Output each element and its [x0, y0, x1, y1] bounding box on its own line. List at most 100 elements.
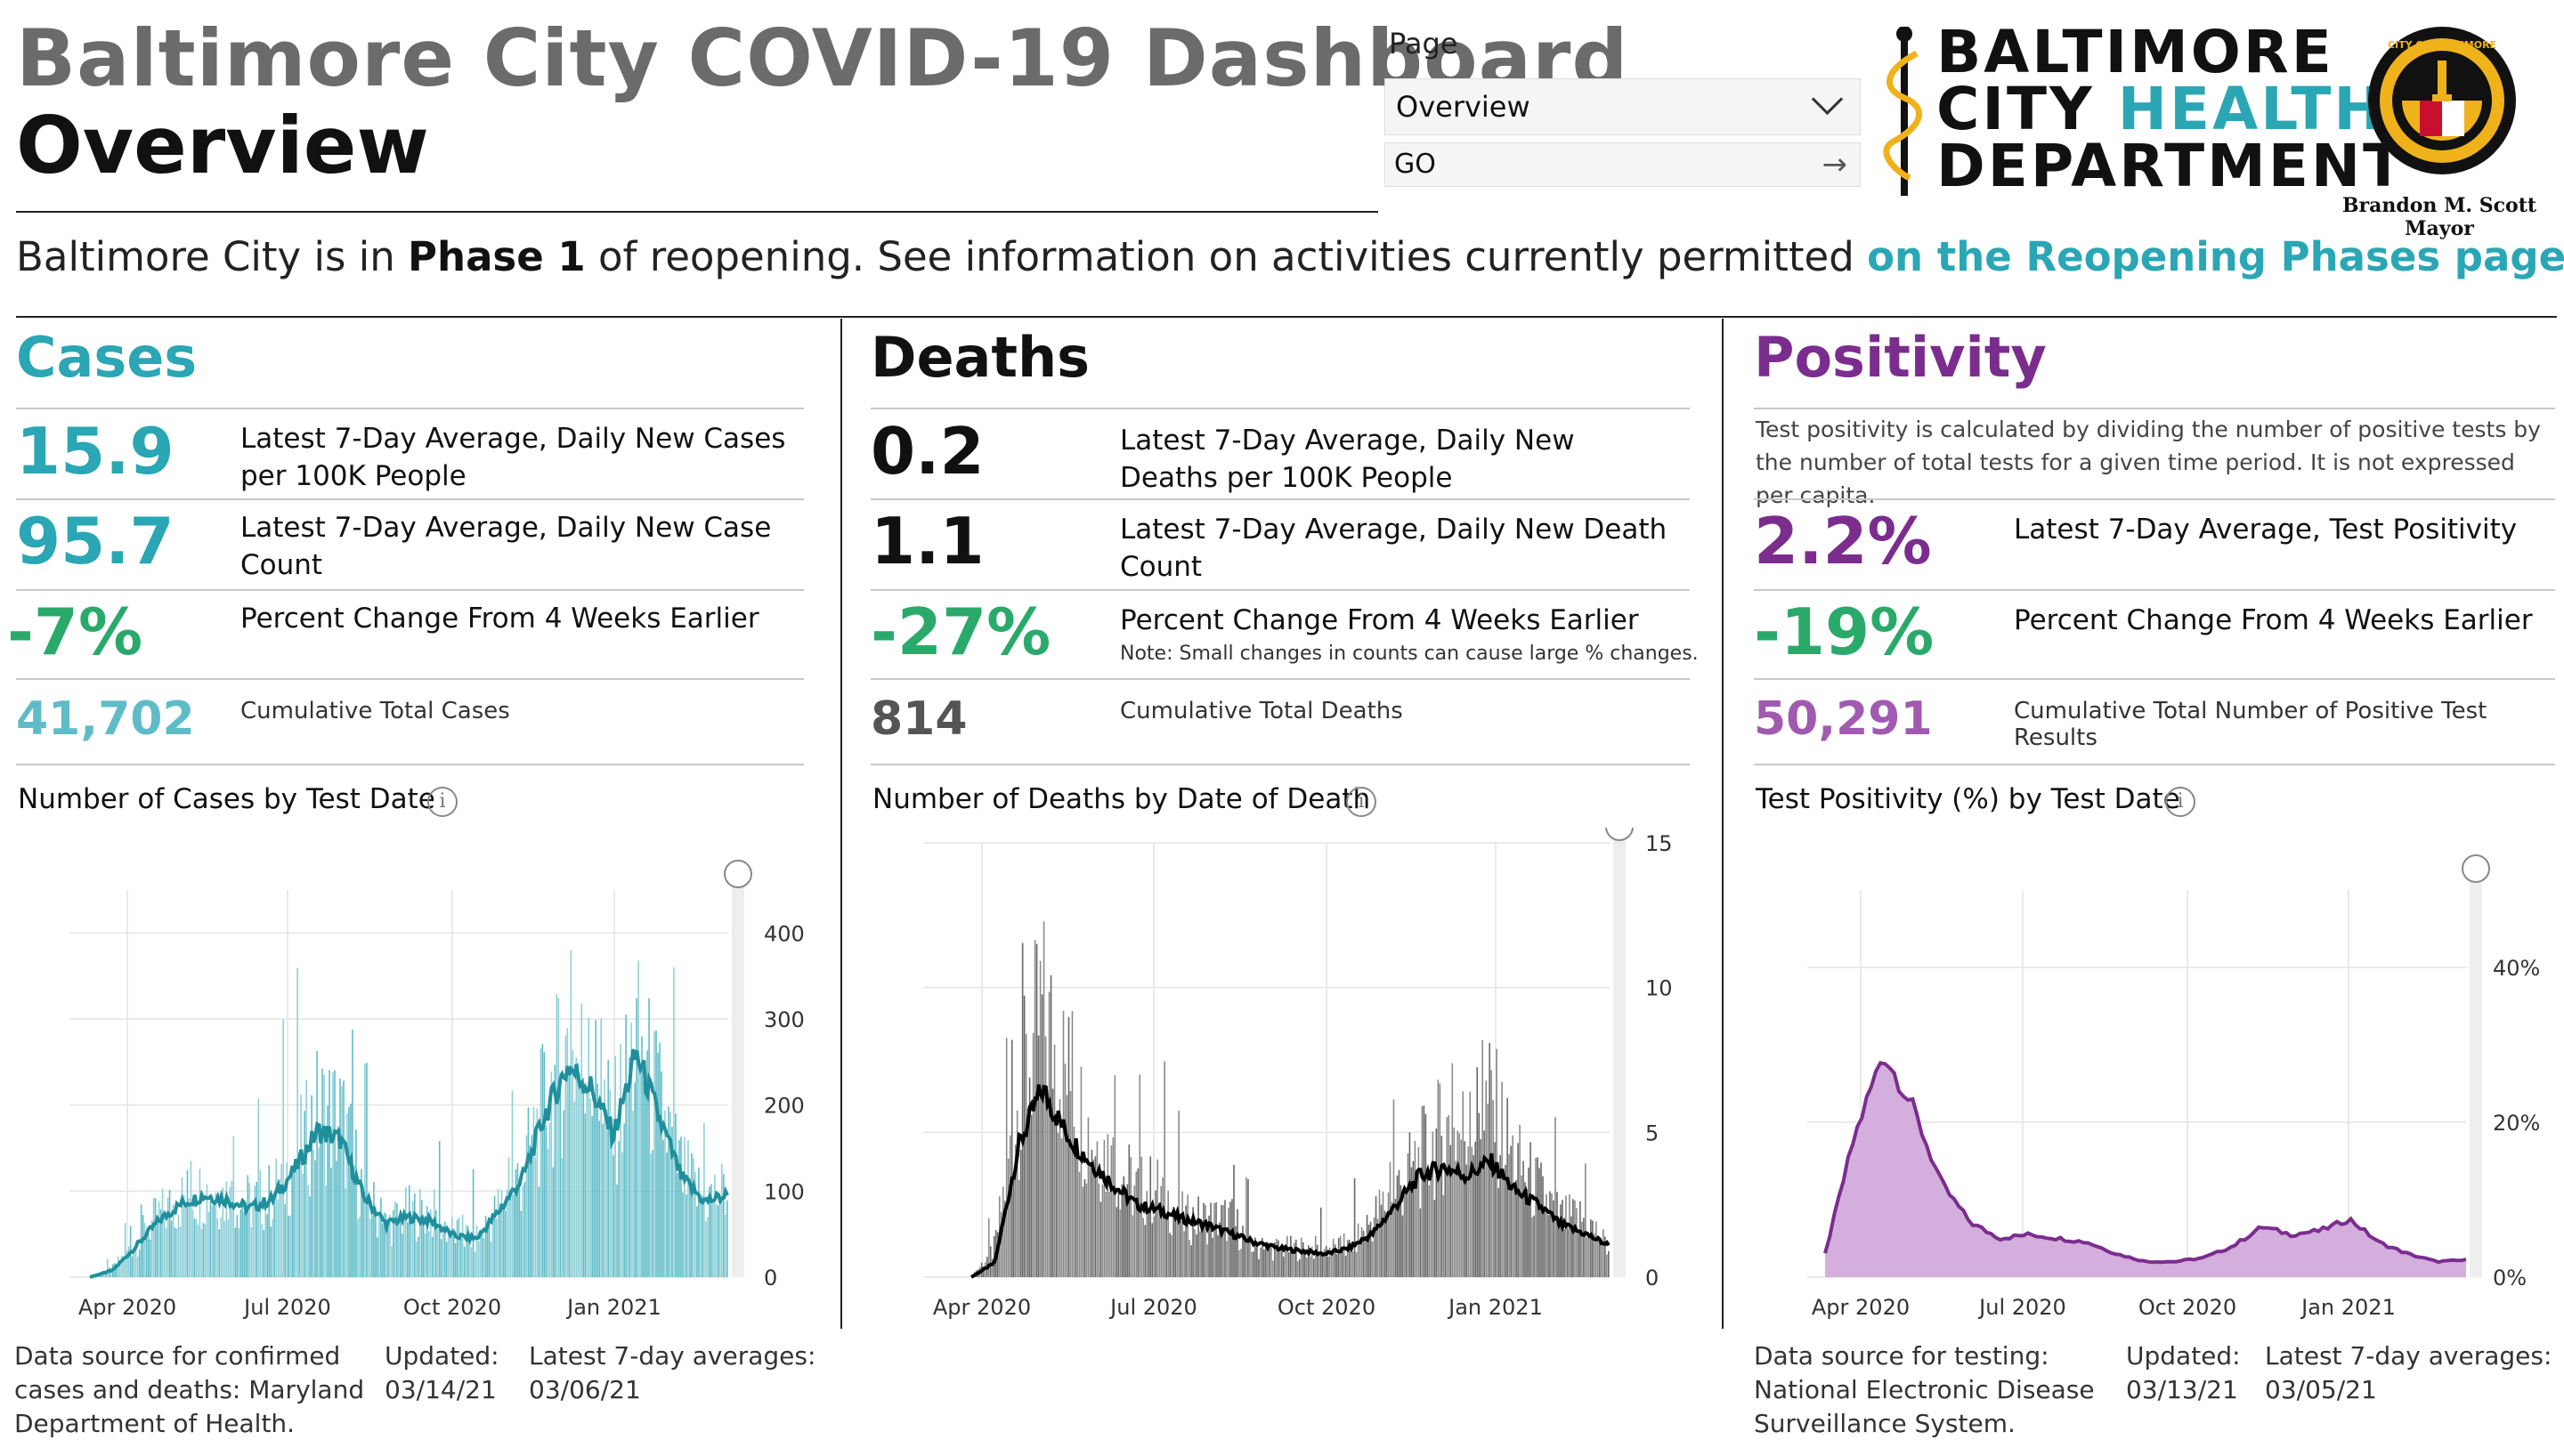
- daily-bar: [1103, 1140, 1106, 1277]
- daily-bar: [1000, 1211, 1002, 1277]
- daily-bar: [150, 1220, 153, 1277]
- daily-bar: [1510, 1145, 1512, 1277]
- daily-bar: [307, 1185, 309, 1277]
- daily-bar: [678, 1140, 680, 1277]
- daily-bar: [131, 1256, 134, 1277]
- daily-bar: [1606, 1254, 1608, 1277]
- daily-bar: [1096, 1141, 1099, 1277]
- daily-bar: [314, 1160, 316, 1277]
- daily-bar: [456, 1219, 458, 1277]
- daily-bar: [1124, 1189, 1127, 1277]
- chart-scrollbar: [1613, 834, 1626, 1277]
- daily-bar: [1167, 1190, 1169, 1277]
- daily-bar: [179, 1226, 182, 1277]
- daily-bar: [296, 967, 298, 1277]
- daily-bar: [1359, 1240, 1361, 1277]
- cases-per-100k-value: 15.9: [16, 414, 174, 489]
- daily-bar: [199, 1169, 201, 1277]
- daily-bar: [1529, 1142, 1531, 1277]
- daily-bar: [1335, 1254, 1338, 1277]
- daily-bar: [582, 1078, 585, 1277]
- daily-bar: [1224, 1200, 1226, 1277]
- city-seal-icon: CITY OF BALTIMORE: [2368, 27, 2516, 174]
- daily-bar: [662, 1139, 664, 1277]
- daily-bar: [348, 1106, 350, 1277]
- reopening-phases-link[interactable]: on the Reopening Phases page.: [1867, 233, 2564, 280]
- daily-bar: [1558, 1222, 1560, 1277]
- deaths-per-100k-value: 0.2: [871, 414, 985, 489]
- page-dropdown[interactable]: Overview: [1384, 78, 1861, 135]
- daily-bar: [1435, 1128, 1438, 1277]
- daily-bar: [1392, 1099, 1395, 1277]
- daily-bar: [520, 1210, 523, 1277]
- daily-bar: [1355, 1251, 1358, 1277]
- daily-bar: [1535, 1157, 1537, 1277]
- daily-bar: [442, 1225, 444, 1277]
- daily-bar: [527, 1107, 530, 1277]
- daily-bar: [1330, 1251, 1333, 1277]
- chart-info-icon: [1605, 828, 1634, 841]
- daily-bar: [700, 1198, 702, 1277]
- daily-bar: [1087, 1117, 1090, 1277]
- daily-bar: [556, 993, 558, 1277]
- daily-bar: [211, 1205, 214, 1277]
- daily-bar: [124, 1223, 126, 1277]
- daily-bar: [532, 1106, 535, 1277]
- daily-bar: [229, 1186, 231, 1277]
- daily-bar: [1602, 1229, 1604, 1277]
- daily-bar: [677, 1172, 678, 1277]
- daily-bar: [378, 1214, 380, 1277]
- daily-bar: [1135, 1171, 1138, 1277]
- daily-bar: [1244, 1234, 1245, 1277]
- go-button[interactable]: GO →: [1384, 142, 1861, 187]
- daily-bar: [138, 1250, 141, 1277]
- daily-bar: [394, 1201, 396, 1277]
- daily-bar: [1240, 1249, 1242, 1277]
- daily-bar: [1197, 1196, 1199, 1277]
- daily-bar: [554, 1064, 556, 1277]
- daily-bar: [1290, 1235, 1292, 1277]
- daily-bar: [218, 1229, 221, 1277]
- daily-bar: [682, 1192, 684, 1277]
- positivity-rule-1: [1754, 408, 2555, 409]
- daily-bar: [431, 1236, 434, 1277]
- daily-bar: [362, 1189, 364, 1277]
- daily-bar: [605, 1109, 607, 1277]
- positivity-section-title: Positivity: [1754, 325, 2047, 390]
- cases-chart-info-icon[interactable]: i: [427, 787, 458, 817]
- cases-rule-3: [16, 589, 804, 591]
- daily-bar: [222, 1187, 224, 1277]
- deaths-count-value: 1.1: [871, 504, 985, 578]
- daily-bar: [1560, 1204, 1562, 1277]
- daily-bar: [1327, 1257, 1329, 1277]
- daily-bar: [716, 1204, 718, 1277]
- daily-bar: [653, 1031, 655, 1277]
- daily-bar: [475, 1225, 478, 1277]
- daily-bar: [272, 1219, 274, 1277]
- deaths-chart-info-icon[interactable]: i: [1346, 787, 1376, 817]
- positivity-chart-info-icon[interactable]: i: [2165, 787, 2195, 817]
- daily-bar: [1585, 1163, 1586, 1277]
- daily-bar: [726, 1200, 728, 1277]
- daily-bar: [102, 1272, 105, 1277]
- daily-bar: [1251, 1251, 1253, 1277]
- daily-bar: [461, 1214, 464, 1277]
- daily-bar: [1221, 1204, 1222, 1277]
- daily-bar: [518, 1178, 521, 1277]
- daily-bar: [1478, 1112, 1481, 1277]
- daily-bar: [1080, 1066, 1083, 1277]
- x-tick-label: Jan 2021: [2300, 1295, 2396, 1320]
- positivity-rule-3: [1754, 589, 2555, 591]
- daily-bar: [1394, 1199, 1397, 1277]
- positivity-area: [1825, 1063, 2466, 1277]
- daily-bar: [1172, 1207, 1174, 1277]
- daily-bar: [357, 1219, 359, 1277]
- daily-bar: [1263, 1249, 1265, 1277]
- positivity-footer-source: Data source for testing: National Electro…: [1754, 1341, 2095, 1438]
- daily-bar: [548, 1122, 551, 1277]
- daily-bar: [1005, 1038, 1008, 1277]
- daily-bar: [385, 1213, 387, 1277]
- daily-bar: [1503, 1179, 1505, 1277]
- daily-bar: [497, 1189, 499, 1277]
- daily-bar: [465, 1225, 467, 1277]
